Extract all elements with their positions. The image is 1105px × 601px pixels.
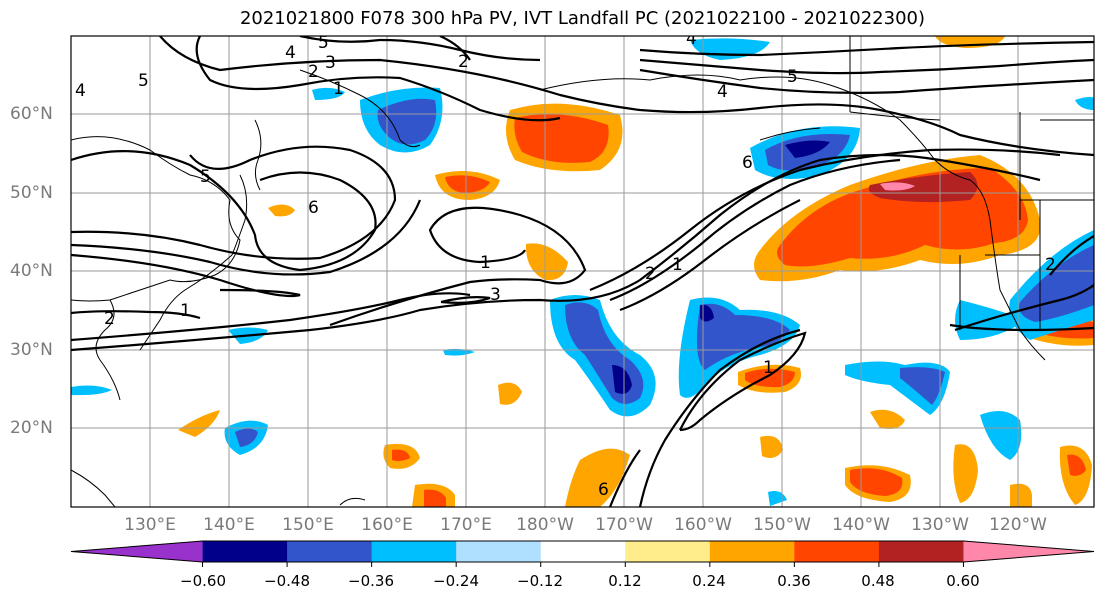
contour-label: 5 (200, 167, 211, 187)
lon-label: 150°E (282, 515, 334, 535)
map-title: 2021021800 F078 300 hPa PV, IVT Landfall… (239, 8, 926, 29)
lon-label: 130°W (911, 515, 969, 535)
colorbar-tick-label: 0.12 (608, 572, 642, 590)
contour-label: 2 (458, 52, 469, 72)
colorbar-tick-label: −0.12 (517, 572, 563, 590)
contour-label: 4 (717, 82, 728, 102)
lat-label: 50°N (10, 183, 53, 203)
lon-label: 130°E (124, 515, 176, 535)
colorbar-tick-label: −0.60 (180, 572, 226, 590)
colorbar-tick-label: −0.24 (433, 572, 479, 590)
contour-label: 4 (285, 43, 296, 63)
lon-label: 180°W (516, 515, 574, 535)
colorbar-tick-label: 0.36 (777, 572, 811, 590)
lat-label: 20°N (10, 418, 53, 438)
contour-label: 2 (308, 62, 319, 82)
contour-label: 1 (333, 79, 344, 99)
contour-label: 2 (1045, 255, 1056, 275)
contour-label: 6 (308, 198, 319, 218)
contour-label: 5 (318, 33, 329, 53)
lat-label: 30°N (10, 340, 53, 360)
colorbar-tick-label: −0.36 (348, 572, 394, 590)
contour-label: 1 (763, 358, 774, 378)
contour-label: 3 (325, 53, 336, 73)
contour-label: 6 (598, 480, 609, 500)
pv-contours (71, 36, 1094, 507)
contour-label: 1 (180, 301, 191, 321)
contour-label: 2 (104, 309, 115, 329)
lat-label: 60°N (10, 104, 53, 124)
contour-labels: 5 4 3 2 1 2 4 5 4 6 5 1 6 5 1 3 2 1 2 2 … (75, 29, 1056, 500)
contour-label: 4 (75, 81, 86, 101)
contour-label: 5 (138, 71, 149, 91)
colorbar-tick-label: −0.48 (264, 572, 310, 590)
contour-label: 2 (645, 264, 656, 284)
colorbar-tick-label: 0.60 (946, 572, 980, 590)
contour-label: 4 (686, 29, 697, 49)
map-gridlines (71, 36, 1094, 507)
map-frame (70, 35, 1095, 508)
lat-label: 40°N (10, 261, 53, 281)
contour-label: 1 (672, 255, 683, 275)
lon-label: 170°W (595, 515, 653, 535)
contour-label: 6 (742, 153, 753, 173)
lon-label: 140°W (832, 515, 890, 535)
lon-label: 170°E (440, 515, 492, 535)
contour-label: 3 (490, 285, 501, 305)
lon-label: 140°E (203, 515, 255, 535)
lon-label: 150°W (753, 515, 811, 535)
lon-label: 160°E (361, 515, 413, 535)
lon-label: 160°W (674, 515, 732, 535)
contour-label: 5 (787, 67, 798, 87)
contour-label: 1 (480, 253, 491, 273)
colorbar-tick-label: 0.48 (861, 572, 895, 590)
lon-label: 120°W (989, 515, 1047, 535)
colorbar-tick-label: 0.24 (692, 572, 726, 590)
